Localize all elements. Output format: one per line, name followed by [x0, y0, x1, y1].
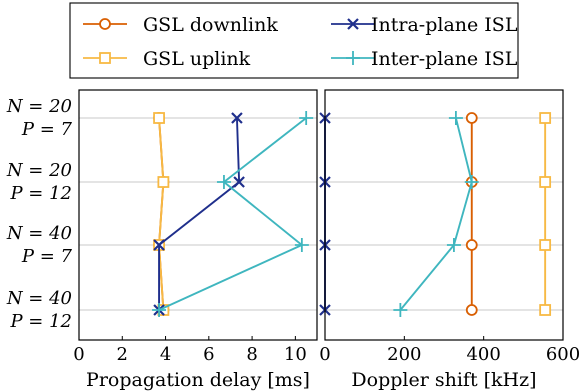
plot-frame	[78, 89, 318, 341]
data-point-3	[152, 303, 167, 317]
data-point-2	[294, 238, 309, 252]
legend-entry-inter-plane-isl: Inter-plane ISL	[331, 48, 518, 70]
series-inter-plane-isl	[393, 111, 479, 317]
series-line	[158, 117, 241, 310]
data-point-1	[464, 175, 479, 189]
category-label-3: N = 40P = 12	[6, 288, 72, 332]
category-label-1: N = 20P = 12	[6, 160, 72, 204]
legend-marker-x	[347, 18, 359, 30]
x-tick-label: 0	[73, 344, 84, 365]
data-point-0	[153, 112, 165, 124]
legend-label: Intra-plane ISL	[371, 14, 518, 36]
legend-label: GSL downlink	[143, 14, 278, 36]
series-line	[158, 117, 307, 311]
series-gsl-uplink	[539, 112, 552, 316]
category-p: P = 12	[9, 183, 72, 204]
data-point-1	[216, 175, 231, 189]
data-point-0	[299, 111, 314, 125]
legend: GSL downlink Intra-plane ISL GSL uplink Int…	[69, 2, 519, 79]
series-line	[399, 117, 473, 311]
category-p: P = 7	[21, 246, 73, 267]
legend-box	[69, 2, 519, 79]
x-axis-label: Propagation delay [ms]	[86, 369, 310, 391]
x-tick-label: 8	[246, 344, 257, 365]
data-point-0	[231, 112, 243, 124]
data-point-0	[539, 112, 552, 124]
category-labels: N = 20P = 7N = 20P = 12N = 40P = 7N = 40…	[6, 96, 73, 332]
data-point-1	[157, 176, 170, 188]
data-point-0	[448, 111, 463, 125]
data-point-2	[446, 238, 461, 252]
plot-frame	[324, 89, 564, 341]
x-tick-label: 6	[203, 344, 214, 365]
legend-entry-gsl-uplink: GSL uplink	[83, 48, 251, 70]
x-axis-label: Doppler shift [kHz]	[351, 369, 536, 391]
legend-marker-circle	[99, 18, 111, 30]
data-point-3	[539, 304, 552, 316]
x-tick-label: 200	[387, 344, 421, 365]
data-point-1	[539, 176, 552, 188]
legend-label: Inter-plane ISL	[371, 48, 518, 70]
legend-label: GSL uplink	[143, 48, 251, 70]
legend-marker-plus	[346, 51, 360, 65]
data-point-2	[539, 239, 552, 251]
legend-entry-intra-plane-isl: Intra-plane ISL	[331, 14, 518, 36]
legend-marker-square	[99, 52, 111, 64]
x-tick-label: 600	[546, 344, 580, 365]
x-tick-label: 400	[466, 344, 500, 365]
series-intra-plane-isl	[153, 112, 245, 316]
series-gsl-downlink	[465, 112, 478, 316]
x-tick-label: 10	[284, 344, 307, 365]
data-point-3	[393, 303, 408, 317]
panel-doppler-shift: 0 200 400 600 Doppler shift [kHz]	[319, 89, 580, 391]
data-point-2	[153, 239, 165, 251]
series-inter-plane-isl	[152, 111, 314, 317]
category-n: N = 40	[6, 288, 72, 309]
data-point-1	[233, 176, 245, 188]
data-point-0	[465, 112, 478, 124]
category-label-0: N = 20P = 7	[6, 96, 73, 140]
category-n: N = 20	[6, 160, 72, 181]
category-p: P = 12	[9, 311, 72, 332]
x-tick-label: 2	[117, 344, 128, 365]
x-tick-label: 0	[319, 344, 330, 365]
data-point-3	[465, 304, 478, 316]
category-n: N = 20	[6, 96, 72, 117]
panel-propagation-delay: 0 2 4 6 8 10 Propagation delay [ms]	[73, 89, 318, 391]
series-line	[158, 117, 165, 311]
series-gsl-uplink	[153, 112, 170, 316]
legend-entry-gsl-downlink: GSL downlink	[83, 14, 278, 36]
data-point-2	[465, 239, 478, 251]
category-label-2: N = 40P = 7	[6, 223, 73, 267]
x-tick-label: 4	[160, 344, 171, 365]
category-n: N = 40	[6, 223, 72, 244]
category-p: P = 7	[21, 119, 73, 140]
